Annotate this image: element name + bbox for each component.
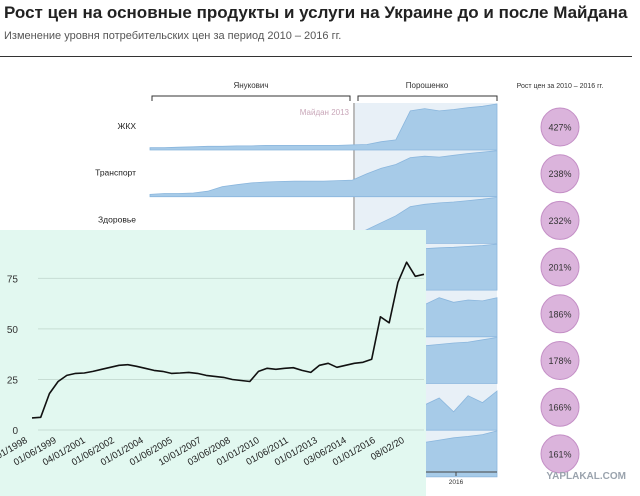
growth-bubble-4 — [540, 247, 580, 287]
line-y-tick-0: 0 — [12, 426, 18, 437]
period-label-poroshenko: Порошенко — [406, 81, 449, 90]
growth-value-4: 201% — [548, 263, 571, 273]
page-title: Рост цен на основные продукты и услуги н… — [4, 3, 628, 22]
growth-bubble-5 — [540, 294, 580, 334]
title-divider — [0, 56, 632, 57]
watermark: YAPLAKAL.COM — [546, 471, 626, 482]
category-label-3: Здоровье — [98, 214, 136, 224]
poroshenko-bracket — [357, 95, 498, 101]
category-label-1: ЖКХ — [118, 121, 137, 131]
line-y-tick-25: 25 — [7, 375, 19, 386]
growth-bubble-1 — [540, 107, 580, 147]
growth-value-7: 166% — [548, 403, 571, 413]
growth-bubble-7 — [540, 387, 580, 427]
category-label-2: Транспорт — [95, 168, 136, 178]
growth-value-8: 161% — [548, 449, 571, 459]
growth-column-header: Рост цен за 2010 – 2016 гг. — [517, 83, 604, 90]
growth-bubble-3 — [540, 200, 580, 240]
bg-x-tick-label-2016: 2016 — [449, 479, 464, 486]
growth-bubble-6 — [540, 341, 580, 380]
growth-value-1: 427% — [548, 123, 571, 133]
line-y-tick-75: 75 — [7, 274, 19, 285]
growth-bubble-2 — [540, 154, 580, 194]
growth-value-3: 232% — [548, 216, 571, 226]
growth-value-5: 186% — [548, 309, 571, 319]
growth-value-2: 238% — [548, 169, 571, 179]
yanukovych-bracket — [151, 95, 351, 101]
growth-bubble-8 — [540, 434, 580, 474]
maidan-event-label: Майдан 2013 — [300, 108, 350, 117]
line-series — [31, 261, 425, 419]
page-subtitle: Изменение уровня потребительских цен за … — [4, 30, 342, 42]
area-series-2 — [149, 150, 498, 198]
area-series-1 — [149, 103, 498, 151]
growth-value-6: 178% — [548, 356, 571, 366]
line-y-tick-50: 50 — [7, 325, 19, 336]
period-label-yanukovych: Янукович — [233, 81, 268, 90]
